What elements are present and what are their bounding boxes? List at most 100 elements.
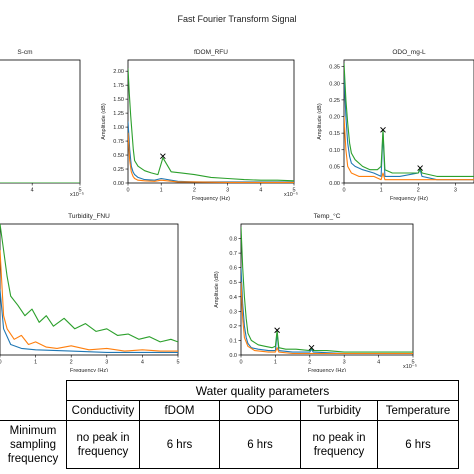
y-tick-label: 1.00 [113, 125, 124, 131]
y-tick-label: 0.25 [329, 98, 340, 104]
x-axis-multiplier: x10⁻⁵ [284, 191, 298, 198]
peak-marker-stroke [380, 126, 386, 133]
subplot-title: Temp_°C [314, 212, 341, 220]
x-tick-label: 4 [377, 360, 380, 366]
y-tick-label: 0.25 [113, 167, 124, 173]
peak-marker [274, 327, 280, 334]
x-axis-multiplier: x10⁻⁵ [70, 191, 84, 198]
series-line [0, 224, 178, 343]
column-header-temperature: Temperature [377, 400, 459, 421]
y-tick-label: 0.6 [229, 266, 237, 272]
x-axis-label: Frequency (Hz) [308, 368, 346, 372]
series-line [241, 282, 413, 355]
y-tick-label: 0.0 [229, 353, 237, 359]
series-line [241, 226, 413, 353]
x-tick-label: 3 [105, 360, 108, 366]
y-tick-label: 0.5 [229, 280, 237, 286]
peak-marker-stroke [274, 327, 280, 334]
x-tick-label: 3 [343, 360, 346, 366]
peak-marker [380, 126, 386, 133]
series-line [0, 289, 178, 353]
y-axis-label: Amplitude (dB) [214, 271, 220, 308]
subplot-title: S-cm [17, 49, 32, 56]
x-tick-label: 2 [70, 360, 73, 366]
x-tick-label: 0 [126, 188, 129, 194]
x-tick-label: 4 [141, 360, 144, 366]
y-tick-label: 0.4 [229, 295, 237, 301]
series-line [241, 267, 413, 355]
row-header-min-sampling-frequency: Minimum sampling frequency [0, 420, 67, 469]
x-axis-label: Frequency (Hz) [192, 196, 230, 202]
series-line [344, 116, 474, 181]
figure-title: Fast Fourier Transform Signal [177, 14, 296, 24]
x-tick-label: 3 [454, 188, 457, 194]
y-tick-label: 0.8 [229, 237, 237, 243]
x-tick-label: 4 [31, 188, 34, 194]
x-tick-label: 2 [308, 360, 311, 366]
y-tick-label: 1.50 [113, 97, 124, 103]
plot-frame [127, 59, 295, 184]
subplot-turbidity: Turbidity_FNU 0 1 2 3 4 5 Frequency (Hz) [0, 213, 180, 372]
y-tick-label: 0.20 [329, 115, 340, 121]
y-tick-label: 0.3 [229, 309, 237, 315]
cell-fdom: 6 hrs [139, 420, 220, 469]
peak-marker [417, 165, 423, 171]
x-tick-label: 0 [342, 188, 345, 194]
series-line [0, 250, 178, 352]
x-axis-multiplier: x10⁻⁵ [403, 363, 417, 370]
x-tick-label: 1 [34, 360, 37, 366]
y-tick-label: 0.00 [113, 181, 124, 187]
x-tick-label: 5 [411, 360, 414, 366]
sampling-frequency-table: Water quality parameters Conductivity fD… [0, 380, 459, 469]
x-tick-label: 0 [239, 360, 242, 366]
x-tick-label: 4 [259, 188, 262, 194]
x-tick-label: 5 [292, 188, 295, 194]
series-group [344, 63, 474, 181]
x-tick-label: 5 [78, 188, 81, 194]
y-tick-label: 0.30 [329, 81, 340, 87]
x-axis-label: Frequency (Hz) [70, 368, 108, 372]
x-tick-label: 1 [380, 188, 383, 194]
y-tick-label: 0.1 [229, 338, 237, 344]
column-header-turbidity: Turbidity [300, 400, 378, 421]
x-tick-label: 0 [0, 360, 2, 366]
y-tick-label: 1.25 [113, 111, 124, 117]
peak-marker-stroke [160, 153, 166, 159]
plot-frame [343, 59, 474, 184]
cell-conductivity: no peak in frequency [66, 420, 140, 469]
peak-marker [160, 153, 166, 159]
x-tick-label: 2 [193, 188, 196, 194]
column-header-conductivity: Conductivity [66, 400, 140, 421]
subplot-title: fDOM_RFU [194, 49, 228, 56]
y-tick-label: 0.35 [329, 65, 340, 71]
subplot-odo: ODO_mg-L 0 1 2 3 Frequency (Hz) 0.00 0.05 0.10 0.… [317, 49, 474, 202]
y-tick-label: 0.15 [329, 131, 340, 137]
plot-frame [0, 223, 179, 356]
x-tick-label: 1 [274, 360, 277, 366]
y-tick-label: 1.75 [113, 83, 124, 89]
series-group [0, 224, 178, 353]
cell-temperature: 6 hrs [377, 420, 459, 469]
peak-marker-stroke [308, 344, 315, 351]
y-tick-label: 0.2 [229, 324, 237, 330]
x-tick-label: 3 [226, 188, 229, 194]
y-tick-label: 0.75 [113, 139, 124, 145]
subplot-title: Turbidity_FNU [68, 213, 110, 220]
cell-odo: 6 hrs [219, 420, 301, 469]
peak-marker-stroke [417, 165, 423, 171]
plot-frame [0, 59, 81, 184]
series-line [128, 132, 294, 183]
x-tick-label: 2 [417, 188, 420, 194]
x-axis-label: Frequency (Hz) [390, 196, 428, 202]
y-axis-label: Amplitude (dB) [317, 103, 323, 140]
subplot-title: ODO_mg-L [392, 49, 426, 56]
x-tick-label: 5 [176, 360, 179, 366]
cell-turbidity: no peak in frequency [300, 420, 378, 469]
y-tick-label: 0.7 [229, 251, 237, 257]
y-tick-label: 0.00 [329, 181, 340, 187]
y-tick-label: 2.00 [113, 69, 124, 75]
plot-frame [240, 223, 414, 356]
